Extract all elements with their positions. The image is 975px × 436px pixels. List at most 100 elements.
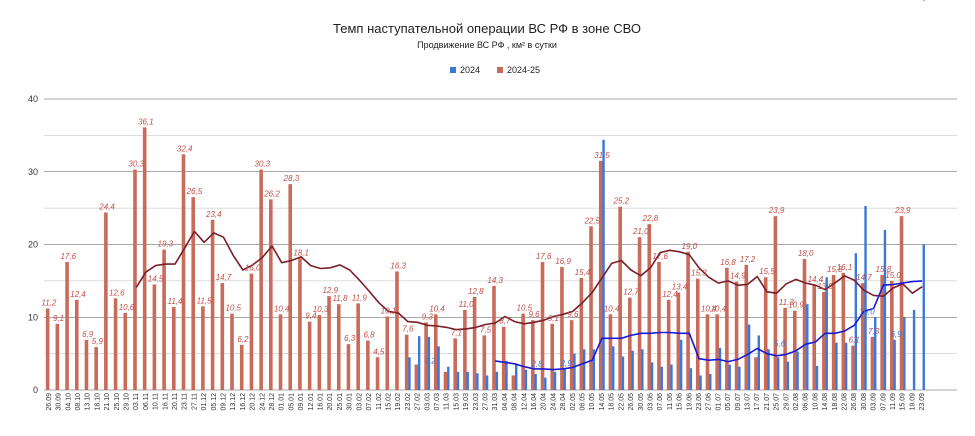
- bar-2024: [844, 342, 848, 390]
- bar-2024-25: [676, 292, 681, 390]
- chart-title: Темп наступательной операции ВС РФ в зон…: [333, 21, 641, 36]
- x-tick-label: 16.04: [531, 393, 538, 411]
- y-tick-label: 0: [33, 385, 38, 395]
- x-tick-label: 03.03: [424, 393, 431, 411]
- x-tick-label: 24.12: [259, 393, 266, 411]
- bar-2024: [476, 373, 479, 390]
- bar-2024-25: [55, 323, 60, 390]
- bar-2024-25: [84, 339, 89, 390]
- bar-2024-25: [453, 338, 457, 390]
- data-label: 36,1: [138, 117, 154, 126]
- data-label: 22,8: [642, 214, 659, 223]
- data-label: 16,1: [837, 263, 853, 272]
- bar-2024: [573, 353, 576, 390]
- data-label: 10,1: [381, 307, 397, 316]
- bar-2024-25: [501, 326, 506, 390]
- x-tick-label: 28.04: [560, 393, 567, 411]
- bar-2024-25: [783, 307, 787, 390]
- bar-2024-25: [472, 296, 477, 390]
- data-label: 14,4: [808, 275, 824, 284]
- x-tick-label: 26.09: [46, 393, 53, 411]
- x-tick-label: 12.01: [308, 393, 315, 411]
- bar-2024: [670, 364, 673, 390]
- data-label: 6,9: [82, 330, 94, 339]
- x-tick-label: 07.03: [434, 393, 441, 411]
- data-label-last: 23,9: [913, 0, 930, 2]
- bar-2024: [505, 360, 508, 390]
- x-tick-label: 25.07: [774, 393, 781, 411]
- data-label: 12,4: [662, 290, 678, 299]
- x-tick-label: 07.09: [880, 393, 887, 411]
- bar-2024-25: [259, 169, 263, 390]
- data-label: 10,4: [701, 304, 717, 313]
- data-label: 12,4: [70, 290, 86, 299]
- x-tick-label: 27.03: [483, 393, 490, 411]
- data-label: 8,7: [499, 317, 511, 326]
- data-label: 11,0: [459, 300, 475, 309]
- x-tick-label: 20.11: [172, 393, 179, 410]
- bar-2024-25: [288, 184, 293, 390]
- data-label: 12,8: [468, 287, 484, 296]
- bar-2024: [718, 347, 722, 390]
- x-tick-label: 23.11: [182, 393, 189, 410]
- data-label: 19,3: [158, 240, 174, 249]
- data-label: 4,5: [373, 347, 385, 356]
- bar-2024-25: [210, 219, 215, 390]
- x-tick-label: 03.11: [133, 393, 140, 410]
- x-tick-label: 30.05: [638, 393, 645, 411]
- x-tick-label: 08.10: [75, 393, 82, 411]
- x-tick-label: 18.08: [832, 393, 839, 411]
- data-label: 23,9: [768, 206, 785, 215]
- x-tick-label: 01.12: [201, 393, 208, 411]
- data-label: 10,6: [119, 303, 135, 312]
- bar-2024: [602, 139, 605, 390]
- data-label: 23,4: [205, 210, 222, 219]
- data-label: 16,3: [390, 261, 406, 270]
- x-tick-label: 09.01: [298, 393, 305, 411]
- bar-2024: [534, 373, 537, 390]
- x-tick-label: 15.03: [453, 393, 460, 411]
- data-label: 6,8: [363, 331, 375, 340]
- bar-2024: [524, 369, 528, 390]
- y-tick-label: 30: [28, 167, 38, 177]
- bar-2024: [427, 336, 431, 390]
- bar-2024: [883, 229, 887, 390]
- bar-2024-25: [598, 160, 603, 390]
- trend-lines: [135, 230, 923, 371]
- x-tick-label: 18.10: [94, 393, 101, 411]
- bars-2024-25: [45, 127, 904, 390]
- data-label: 14,5: [148, 275, 164, 284]
- bar-2024-25: [734, 281, 739, 390]
- data-label: 12,7: [623, 288, 639, 297]
- bar-2024: [544, 377, 547, 390]
- data-label: 7,3: [868, 327, 880, 336]
- bar-2024-25: [870, 336, 875, 390]
- x-tick-label: 31.03: [492, 393, 499, 411]
- x-tick-label: 03.06: [647, 393, 654, 411]
- data-label: 18,0: [798, 249, 814, 258]
- bar-2024-25: [647, 224, 652, 390]
- bar-2024-25: [628, 297, 632, 390]
- bar-2024-25: [715, 314, 719, 390]
- bar-2024: [709, 373, 712, 390]
- bar-2024-25: [666, 299, 671, 390]
- bar-2024-25: [822, 291, 826, 390]
- bar-2024-25: [45, 308, 50, 390]
- x-tick-label: 13.10: [85, 393, 92, 411]
- bar-2024: [582, 349, 586, 390]
- x-tick-label: 04.10: [65, 393, 72, 411]
- x-tick-label: 23.06: [696, 393, 703, 411]
- data-label: 13,5: [817, 282, 833, 291]
- data-label: 6,9: [890, 330, 902, 339]
- x-tick-label: 16.11: [162, 393, 169, 410]
- data-label: 9,1: [548, 314, 559, 323]
- bar-2024-25: [695, 278, 700, 390]
- x-tick-label: 04.04: [502, 393, 509, 411]
- data-label: 18,1: [293, 248, 309, 257]
- data-label: 26,5: [186, 187, 203, 196]
- data-label: 7,6: [402, 325, 414, 334]
- data-label: 25,2: [613, 197, 630, 206]
- bar-2024: [447, 366, 450, 390]
